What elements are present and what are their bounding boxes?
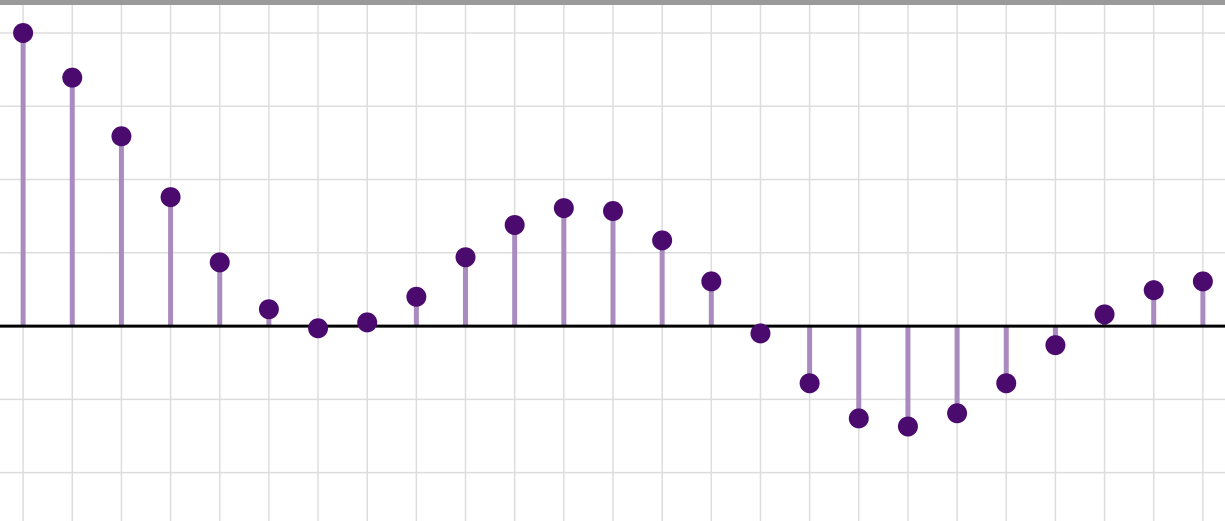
stem-marker bbox=[62, 67, 83, 88]
stem-marker bbox=[504, 214, 525, 235]
marks bbox=[0, 22, 1225, 437]
stem-marker bbox=[602, 201, 623, 222]
stem-marker bbox=[996, 373, 1017, 394]
stem-marker bbox=[947, 403, 968, 424]
stem-marker bbox=[308, 318, 329, 339]
stem-marker bbox=[160, 187, 181, 208]
stem-marker bbox=[258, 299, 279, 320]
stem-marker bbox=[1045, 335, 1066, 356]
stem-marker bbox=[1094, 304, 1115, 325]
stem-marker bbox=[13, 22, 34, 43]
stem-marker bbox=[357, 312, 378, 333]
stem-marker bbox=[897, 416, 918, 437]
top-border bbox=[0, 0, 1225, 5]
stem-marker bbox=[1143, 280, 1164, 301]
stem-marker bbox=[111, 126, 132, 147]
stem-marker bbox=[848, 408, 869, 429]
stem-marker bbox=[553, 198, 574, 219]
stem-marker bbox=[209, 252, 230, 273]
stem-marker bbox=[701, 271, 722, 292]
stem-marker bbox=[652, 230, 673, 251]
stem-marker bbox=[1192, 271, 1213, 292]
stem-marker bbox=[750, 323, 771, 344]
stem-marker bbox=[455, 247, 476, 268]
stem-marker bbox=[799, 373, 820, 394]
stem-marker bbox=[406, 286, 427, 307]
